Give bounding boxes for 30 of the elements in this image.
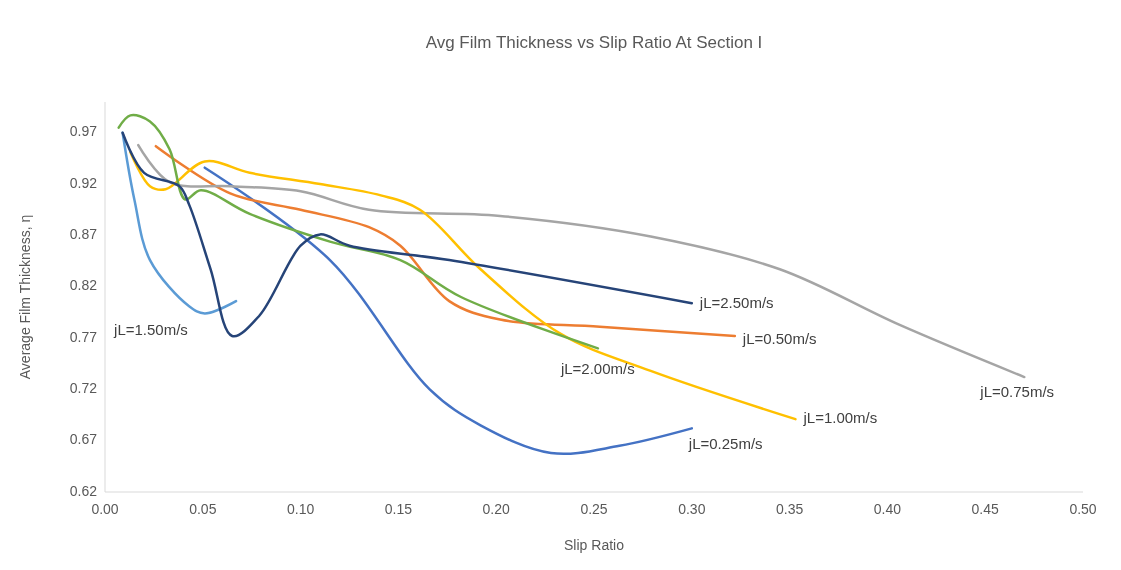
x-tick-label: 0.25	[580, 501, 608, 517]
series-label: jL=2.00m/s	[559, 360, 635, 378]
x-tick-label: 0.10	[286, 501, 315, 517]
x-tick-label: 0.50	[1069, 501, 1097, 517]
x-axis-title: Slip Ratio	[564, 537, 625, 553]
y-axis-title: Average Film Thickness, η	[17, 214, 33, 380]
series-label: jL=0.50m/s	[741, 329, 817, 347]
y-tick-label: 0.97	[69, 123, 98, 140]
y-tick-label: 0.82	[69, 277, 98, 294]
x-tick-label: 0.20	[482, 501, 511, 517]
y-tick-label: 0.62	[69, 482, 98, 499]
y-tick-label: 0.77	[69, 328, 98, 345]
x-tick-label: 0.30	[678, 501, 706, 517]
series-label: jL=1.50m/s	[113, 321, 188, 339]
x-tick-label: 0.40	[873, 501, 902, 517]
y-tick-label: 0.87	[69, 226, 98, 243]
y-tick-label: 0.72	[69, 380, 98, 397]
x-tick-label: 0.00	[91, 501, 119, 517]
x-tick-label: 0.05	[189, 501, 217, 517]
y-tick-label: 0.92	[69, 174, 98, 191]
y-tick-label: 0.67	[69, 431, 98, 448]
series-label: jL=1.00m/s	[802, 409, 878, 427]
x-tick-label: 0.15	[384, 501, 413, 517]
series-label: jL=2.50m/s	[698, 294, 774, 312]
series-label: jL=0.75m/s	[979, 383, 1055, 401]
line-series	[121, 131, 238, 315]
series-label: jL=0.25m/s	[687, 435, 763, 453]
x-tick-label: 0.35	[775, 501, 804, 517]
chart-title: Avg Film Thickness vs Slip Ratio At Section I	[425, 33, 763, 52]
x-tick-label: 0.45	[971, 501, 1000, 517]
